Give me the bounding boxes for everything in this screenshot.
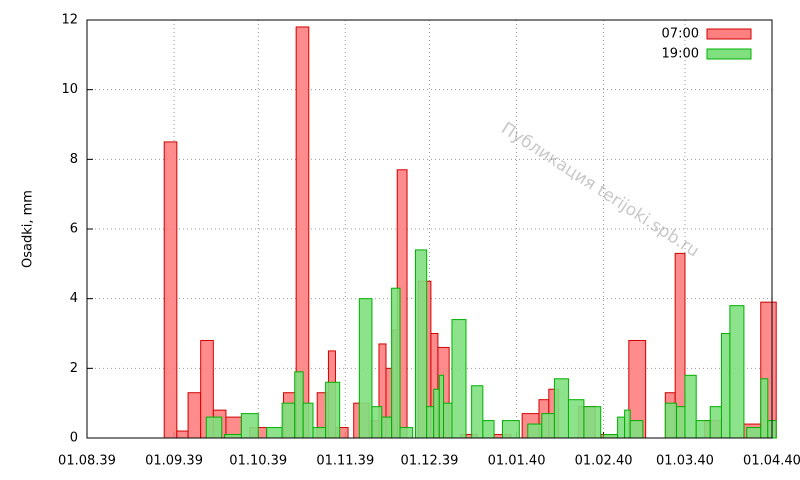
bar [471,385,484,439]
x-tick-label: 01.04.40 [743,454,800,469]
bar [684,374,697,439]
bar [358,298,373,439]
bar [501,420,520,439]
bar [451,319,467,439]
bar [240,413,259,439]
x-tick-label: 01.10.39 [229,454,287,469]
y-tick-label: 0 [70,431,78,446]
x-tick-label: 01.08.39 [58,454,116,469]
bar [617,416,626,439]
bar [414,249,428,439]
bar [205,416,223,439]
bar [541,413,555,439]
bar [325,381,341,439]
bar [603,434,619,439]
bar [746,427,762,439]
bar [664,402,678,439]
bar [720,333,731,439]
bar [391,287,401,439]
x-tick-label: 01.01.40 [488,454,546,469]
bar [709,406,722,439]
legend-label: 19:00 [662,47,699,62]
y-tick-label: 12 [61,13,78,28]
bar [187,392,202,439]
bar [676,406,686,439]
y-tick-label: 4 [70,291,78,306]
bar [482,420,495,439]
bar [281,402,296,439]
x-tick-label: 01.02.40 [575,454,633,469]
plot-border [86,19,773,439]
bar [760,378,769,439]
bar [583,406,602,439]
y-tick-label: 8 [70,152,78,167]
x-tick-label: 01.11.39 [316,454,374,469]
bar [426,406,435,439]
y-tick-label: 6 [70,222,78,237]
bar [624,409,631,439]
y-tick-label: 2 [70,361,78,376]
bar [729,305,745,439]
x-tick-label: 01.09.39 [145,454,203,469]
bar [224,434,242,439]
bar [302,402,314,439]
bar [443,402,453,439]
bar [312,427,327,439]
bar [527,423,543,439]
bar [176,430,189,439]
bar [381,416,393,439]
legend-swatch [706,28,752,40]
bar [266,427,283,439]
y-tick-label: 10 [61,82,78,97]
bar [294,371,304,439]
legend-label: 07:00 [662,27,699,42]
bar [695,420,711,439]
legend-swatch [706,48,752,60]
y-axis-label: Osadki, mm [21,190,36,268]
bar [438,374,445,439]
bar [163,141,178,439]
bar [399,427,414,439]
bar [433,388,440,439]
bar [567,399,585,439]
bar [371,406,383,439]
x-tick-label: 01.03.40 [656,454,714,469]
bar [553,378,569,439]
bar [629,420,644,439]
x-tick-label: 01.12.39 [401,454,459,469]
